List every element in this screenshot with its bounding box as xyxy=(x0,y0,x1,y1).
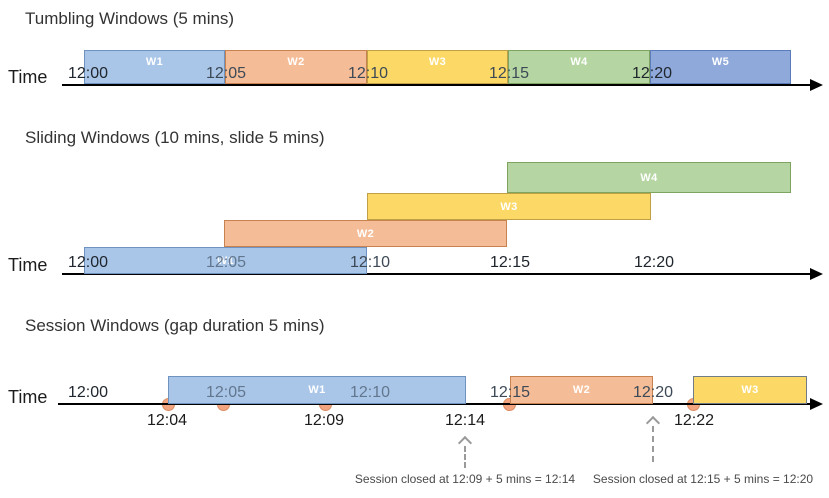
tumbling-window-w5: W5 xyxy=(650,50,791,84)
tumbling-window-w4: W4 xyxy=(508,50,650,84)
sliding-tick-1215: 12:15 xyxy=(489,254,531,271)
tumbling-window-w2: W2 xyxy=(225,50,367,84)
session-close-annotation-left: Session closed at 12:09 + 5 mins = 12:14 xyxy=(354,472,576,486)
sliding-window-w4: W4 xyxy=(507,162,791,193)
tumbling-tick-1205: 12:05 xyxy=(205,65,247,82)
session-tick-1210: 12:10 xyxy=(349,384,391,401)
tumbling-window-w1: W1 xyxy=(84,50,225,84)
session-close-arrow-right xyxy=(652,426,654,462)
tumbling-tick-1220: 12:20 xyxy=(631,65,673,82)
tumbling-time-axis xyxy=(62,84,812,86)
session-time-axis xyxy=(58,403,812,405)
sliding-section-title: Sliding Windows (10 mins, slide 5 mins) xyxy=(25,128,325,147)
tumbling-window-w2-label: W2 xyxy=(287,56,305,68)
sliding-tick-1220: 12:20 xyxy=(633,254,675,271)
session-window-w2-label: W2 xyxy=(572,384,591,396)
tumbling-window-w3-label: W3 xyxy=(428,56,447,68)
session-close-annotation-right: Session closed at 12:15 + 5 mins = 12:20 xyxy=(592,472,814,486)
sliding-window-w4-label: W4 xyxy=(640,171,658,184)
tumbling-section-title: Tumbling Windows (5 mins) xyxy=(25,9,235,28)
sliding-time-axis-label: Time xyxy=(8,255,48,275)
sliding-window-w1-label: W1 xyxy=(216,254,235,267)
sliding-window-w2-label: W2 xyxy=(356,227,375,240)
tumbling-window-w3: W3 xyxy=(367,50,508,84)
session-event-label-1204: 12:04 xyxy=(146,412,188,429)
session-window-w1-label: W1 xyxy=(308,384,326,396)
session-axis-arrowhead-icon xyxy=(810,398,823,410)
sliding-axis-arrowhead-icon xyxy=(810,268,823,280)
sliding-window-w3: W3 xyxy=(367,193,651,220)
session-event-label-1209: 12:09 xyxy=(303,412,345,429)
sliding-window-w3-label: W3 xyxy=(500,200,518,213)
session-window-w1: W1 xyxy=(168,376,466,404)
sliding-window-w2: W2 xyxy=(224,220,507,247)
session-tick-1220: 12:20 xyxy=(632,384,674,401)
tumbling-tick-1200: 12:00 xyxy=(67,65,109,82)
tumbling-window-w4-label: W4 xyxy=(570,56,588,68)
sliding-time-axis xyxy=(62,273,812,275)
session-time-axis-label: Time xyxy=(8,387,48,407)
session-section-title: Session Windows (gap duration 5 mins) xyxy=(25,316,325,335)
session-window-w3: W3 xyxy=(693,376,807,404)
session-window-w2: W2 xyxy=(510,376,653,404)
session-window-w3-label: W3 xyxy=(741,384,759,396)
tumbling-tick-1215: 12:15 xyxy=(488,65,530,82)
tumbling-tick-1210: 12:10 xyxy=(347,65,389,82)
tumbling-axis-arrowhead-icon xyxy=(810,79,823,91)
sliding-tick-1200: 12:00 xyxy=(67,254,109,271)
tumbling-time-axis-label: Time xyxy=(8,67,48,87)
session-tick-1205: 12:05 xyxy=(205,384,247,401)
sliding-tick-1205: 12:05 xyxy=(205,254,247,271)
tumbling-window-w5-label: W5 xyxy=(711,56,730,68)
session-tick-1215: 12:15 xyxy=(489,384,531,401)
sliding-tick-1210: 12:10 xyxy=(349,254,391,271)
sliding-window-w1: W1 xyxy=(84,247,367,274)
session-close-arrow-left xyxy=(464,446,466,468)
session-event-label-1222: 12:22 xyxy=(673,412,715,429)
tumbling-window-w1-label: W1 xyxy=(145,56,164,68)
session-event-label-1214: 12:14 xyxy=(444,412,486,429)
session-tick-1200: 12:00 xyxy=(67,384,109,401)
